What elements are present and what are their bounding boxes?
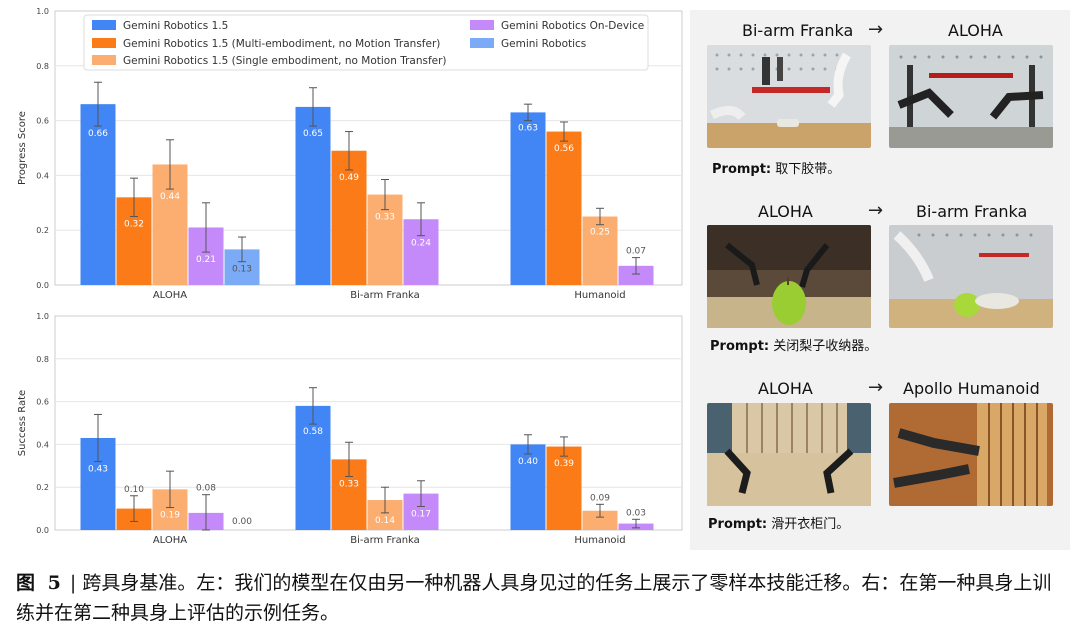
success-data-label: 0.43 xyxy=(88,465,108,475)
success-data-label: 0.33 xyxy=(339,480,359,490)
example-2-target: Bi-arm Franka xyxy=(916,202,1028,221)
progress-data-label: 0.24 xyxy=(411,239,431,249)
legend-swatch xyxy=(92,55,116,65)
progress-data-label: 0.63 xyxy=(518,124,538,134)
success-y-tick-label: 0.0 xyxy=(36,526,49,535)
example-2-target-photo xyxy=(889,225,1053,328)
success-bar xyxy=(582,510,618,530)
success-data-label: 0.19 xyxy=(160,511,180,521)
success-x-tick-label: Bi-arm Franka xyxy=(350,535,420,546)
progress-bar xyxy=(295,106,331,286)
example-3-prompt-text: 滑开衣柜门。 xyxy=(771,517,850,532)
success-data-label: 0.10 xyxy=(124,485,144,495)
example-tasks-panel: Bi-arm Franka → ALOHA Prompt: 取下胶带。 ALOH… xyxy=(690,10,1070,550)
example-2-prompt: Prompt: 关闭梨子收纳器。 xyxy=(710,335,877,354)
progress-data-label: 0.21 xyxy=(196,255,216,265)
progress-x-tick-label: Humanoid xyxy=(574,290,625,301)
success-data-label: 0.39 xyxy=(554,459,574,469)
success-data-label: 0.03 xyxy=(626,508,646,518)
example-1-target: ALOHA xyxy=(948,21,1003,40)
example-1-prompt: Prompt: 取下胶带。 xyxy=(712,158,840,177)
progress-data-label: 0.32 xyxy=(124,220,144,230)
success-data-label: 0.58 xyxy=(303,427,323,437)
success-bar xyxy=(546,446,582,530)
example-3-prompt-label: Prompt: xyxy=(708,517,768,532)
progress-data-label: 0.07 xyxy=(626,247,646,257)
progress-y-tick-label: 0.8 xyxy=(36,62,49,71)
progress-y-tick-label: 0.0 xyxy=(36,281,49,290)
legend-entry: Gemini Robotics 1.5 xyxy=(123,20,228,32)
progress-bar xyxy=(582,216,618,285)
success-data-label: 0.09 xyxy=(590,493,610,503)
progress-y-tick-label: 0.2 xyxy=(36,226,49,235)
example-2-prompt-text: 关闭梨子收纳器。 xyxy=(773,339,878,354)
progress-data-label: 0.25 xyxy=(590,228,610,238)
figure-caption-text: | 跨具身基准。左：我们的模型在仅由另一种机器人具身见过的任务上展示了零样本技能… xyxy=(16,572,1052,624)
success-data-label: 0.14 xyxy=(375,516,395,526)
progress-y-tick-label: 1.0 xyxy=(36,7,49,16)
progress-y-tick-label: 0.6 xyxy=(36,117,49,126)
success-x-tick-label: ALOHA xyxy=(153,535,187,546)
success-data-label: 0.08 xyxy=(196,484,216,494)
example-3-prompt: Prompt: 滑开衣柜门。 xyxy=(708,513,849,532)
legend-swatch xyxy=(92,38,116,48)
progress-data-label: 0.66 xyxy=(88,129,108,139)
success-bar xyxy=(510,444,546,530)
legend-entry: Gemini Robotics 1.5 (Multi-embodiment, n… xyxy=(123,38,440,50)
example-1-prompt-text: 取下胶带。 xyxy=(775,162,841,177)
legend-entry: Gemini Robotics On-Device xyxy=(501,20,644,32)
success-y-axis-label: Success Rate xyxy=(17,390,28,456)
success-y-tick-label: 0.6 xyxy=(36,398,49,407)
success-y-tick-label: 0.4 xyxy=(36,440,49,449)
example-3-source: ALOHA xyxy=(758,379,813,398)
legend-box xyxy=(83,14,649,71)
progress-bar xyxy=(510,112,546,285)
example-1-prompt-label: Prompt: xyxy=(712,162,772,177)
example-2-prompt-label: Prompt: xyxy=(710,339,770,354)
progress-data-label: 0.13 xyxy=(232,265,252,275)
example-2-source: ALOHA xyxy=(758,202,813,221)
example-3-target-photo xyxy=(889,403,1053,506)
progress-bar xyxy=(618,265,654,285)
progress-y-axis-label: Progress Score xyxy=(17,111,28,185)
progress-x-tick-label: Bi-arm Franka xyxy=(350,290,420,301)
example-3-target: Apollo Humanoid xyxy=(903,379,1040,398)
progress-x-tick-label: ALOHA xyxy=(153,290,187,301)
success-data-label: 0.00 xyxy=(232,517,252,527)
progress-data-label: 0.33 xyxy=(375,213,395,223)
progress-bar xyxy=(331,150,367,285)
example-3-arrow: → xyxy=(868,377,884,398)
success-x-tick-label: Humanoid xyxy=(574,535,625,546)
benchmark-charts: 0.0 0.2 0.4 0.6 0.8 1.0 Progress Score ALOHA Bi-… xyxy=(17,7,683,546)
success-y-tick-label: 1.0 xyxy=(36,312,49,321)
success-y-tick-label: 0.2 xyxy=(36,483,49,492)
figure-caption: 图 5 | 跨具身基准。左：我们的模型在仅由另一种机器人具身见过的任务上展示了零… xyxy=(16,568,1066,628)
success-plot-area xyxy=(54,315,683,531)
success-data-label: 0.40 xyxy=(518,457,538,467)
figure-label: 图 5 xyxy=(16,572,64,594)
progress-data-label: 0.65 xyxy=(303,129,323,139)
legend-entry: Gemini Robotics xyxy=(501,38,586,50)
progress-data-label: 0.44 xyxy=(160,192,180,202)
progress-data-label: 0.49 xyxy=(339,173,359,183)
legend-entry: Gemini Robotics 1.5 (Single embodiment, … xyxy=(123,55,447,67)
success-data-label: 0.17 xyxy=(411,509,431,519)
progress-bar xyxy=(80,104,116,285)
progress-bar xyxy=(546,131,582,285)
example-1-target-photo xyxy=(889,45,1053,148)
legend-swatch xyxy=(470,38,494,48)
example-3-source-photo xyxy=(707,403,871,506)
example-2-source-photo xyxy=(707,225,871,328)
progress-data-label: 0.56 xyxy=(554,144,574,154)
example-1-source-photo xyxy=(707,45,871,148)
legend-swatch xyxy=(470,20,494,30)
example-1-source: Bi-arm Franka xyxy=(742,21,854,40)
legend-swatch xyxy=(92,20,116,30)
example-1-arrow: → xyxy=(868,19,884,40)
success-bar xyxy=(295,405,331,530)
progress-y-tick-label: 0.4 xyxy=(36,171,49,180)
example-2-arrow: → xyxy=(868,200,884,221)
success-y-tick-label: 0.8 xyxy=(36,355,49,364)
